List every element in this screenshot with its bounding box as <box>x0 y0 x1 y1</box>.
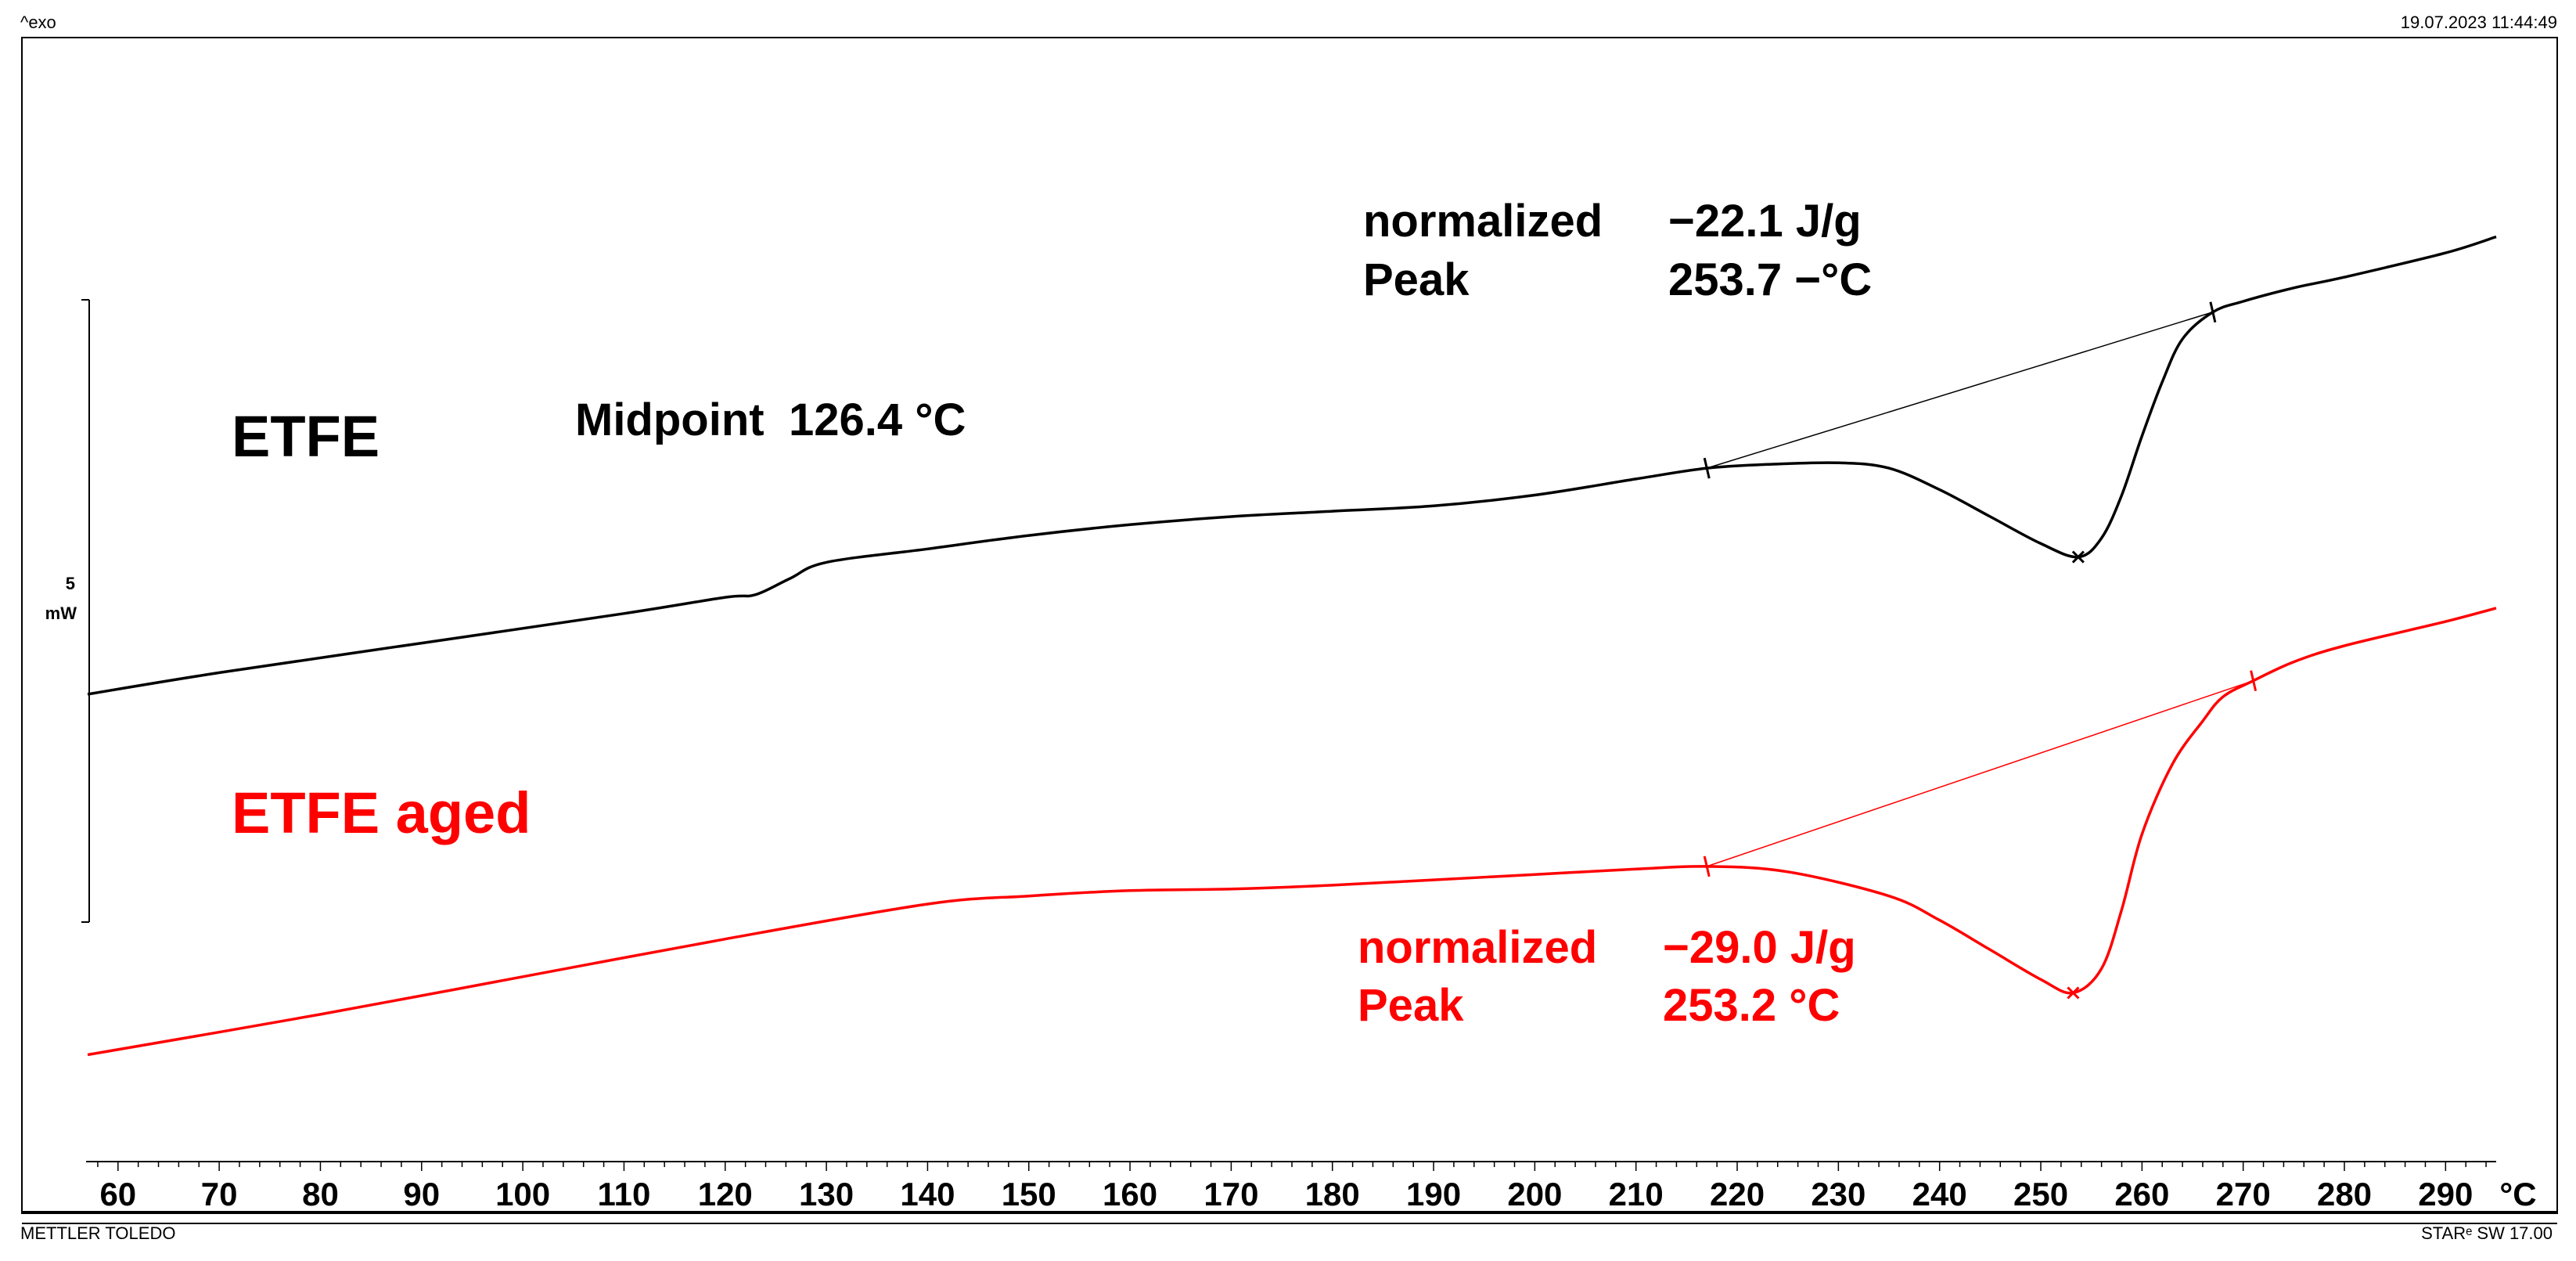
etfe-midpoint-label: Midpoint <box>575 395 765 445</box>
x-tick-label: 130 <box>799 1176 854 1212</box>
etfe-aged-series-label: ETFE aged <box>232 780 531 845</box>
x-tick-label: 290 <box>2418 1176 2473 1212</box>
peak-marker <box>2067 986 2080 1000</box>
etfe-series-label: ETFE <box>232 404 380 469</box>
brand-label: METTLER TOLEDO <box>20 1223 175 1243</box>
etfe-integration-baseline <box>1707 312 2214 469</box>
etfe-peak-label: Peak <box>1363 254 1470 305</box>
x-tick-label: 200 <box>1507 1176 1562 1212</box>
etfe-aged-peak-label: Peak <box>1358 980 1464 1031</box>
scale-bar: 5 mW <box>45 299 90 923</box>
x-tick-label: 100 <box>495 1176 550 1212</box>
integration-limit-marker <box>2209 301 2217 323</box>
etfe-aged-normalized-value: −29.0 J/g <box>1663 922 1856 973</box>
integration-limit-marker <box>1703 457 1711 479</box>
x-tick-label: 220 <box>1710 1176 1765 1212</box>
etfe-aged-integration-baseline <box>1707 679 2254 867</box>
etfe-normalized-label: normalized <box>1363 196 1603 247</box>
x-axis: 60 70 80 90 100 110 120 130 140 150 160 170 180 190 20… <box>86 1161 2537 1212</box>
x-tick-label: 180 <box>1305 1176 1360 1212</box>
plot-frame <box>21 37 2558 1214</box>
x-tick-label: 270 <box>2216 1176 2271 1212</box>
integration-markers <box>1703 301 2258 1000</box>
x-tick-label: 150 <box>1002 1176 1056 1212</box>
etfe-curve <box>87 235 2497 696</box>
timestamp: 19.07.2023 11:44:49 <box>2401 13 2557 32</box>
x-tick-label: 240 <box>1912 1176 1967 1212</box>
x-tick-label: 170 <box>1203 1176 1258 1212</box>
etfe-aged-curve <box>87 607 2497 1057</box>
scale-bar-unit: mW <box>45 603 77 623</box>
scale-bar-value: 5 <box>66 574 75 593</box>
x-tick-label: 210 <box>1609 1176 1664 1212</box>
x-tick-label: 110 <box>598 1176 651 1212</box>
x-tick-label: 250 <box>2013 1176 2068 1212</box>
etfe-midpoint-value: 126.4 °C <box>789 395 966 445</box>
x-tick-label: 260 <box>2114 1176 2169 1212</box>
x-axis-major-ticks <box>117 1162 2447 1171</box>
x-tick-label: 140 <box>900 1176 955 1212</box>
x-tick-label: 90 <box>403 1176 440 1212</box>
x-tick-label: 70 <box>201 1176 238 1212</box>
integration-limit-marker <box>1703 856 1711 877</box>
x-tick-label: 230 <box>1811 1176 1865 1212</box>
etfe-aged-peak-value: 253.2 °C <box>1663 980 1840 1031</box>
x-tick-label: 80 <box>302 1176 339 1212</box>
x-tick-label: 120 <box>698 1176 753 1212</box>
exo-direction-label: ^exo <box>20 13 56 32</box>
x-axis-minor-ticks <box>97 1162 2487 1167</box>
x-tick-label: 190 <box>1406 1176 1461 1212</box>
x-axis-unit-label: °C <box>2499 1176 2536 1212</box>
etfe-peak-value: 253.7 −°C <box>1668 254 1872 305</box>
x-tick-label: 160 <box>1103 1176 1157 1212</box>
etfe-aged-normalized-label: normalized <box>1358 922 1597 973</box>
etfe-normalized-value: −22.1 J/g <box>1668 196 1862 247</box>
peak-marker <box>2071 550 2085 564</box>
software-label: STARᵉ SW 17.00 <box>2421 1223 2553 1243</box>
x-axis-tick-labels: 60 70 80 90 100 110 120 130 140 150 160 170 180 190 20… <box>99 1176 2473 1212</box>
integration-limit-marker <box>2250 670 2258 692</box>
x-tick-label: 60 <box>99 1176 136 1212</box>
x-tick-label: 280 <box>2317 1176 2372 1212</box>
